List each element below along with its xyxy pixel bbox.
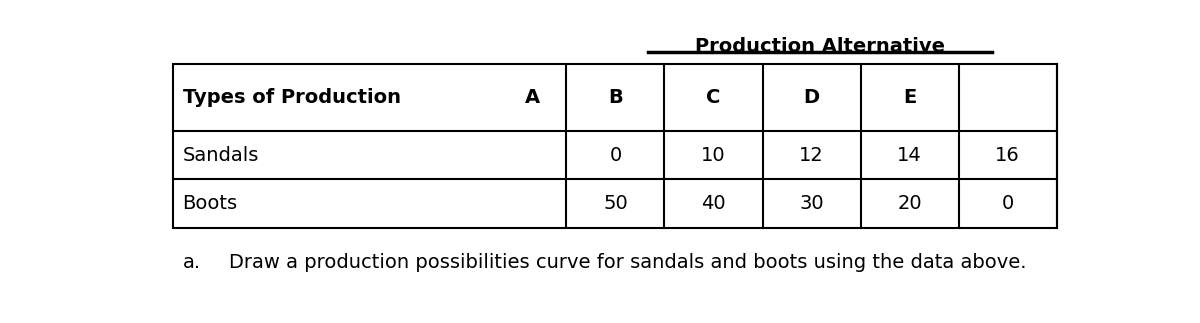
Text: 0: 0 (610, 146, 622, 164)
Text: B: B (608, 88, 623, 107)
Text: C: C (707, 88, 721, 107)
Text: Boots: Boots (182, 194, 238, 213)
Text: 40: 40 (701, 194, 726, 213)
Text: Sandals: Sandals (182, 146, 259, 164)
Text: 0: 0 (1002, 194, 1014, 213)
Text: 12: 12 (799, 146, 824, 164)
Text: D: D (804, 88, 820, 107)
Text: A: A (524, 88, 540, 107)
Text: 20: 20 (898, 194, 922, 213)
Text: Types of Production: Types of Production (182, 88, 401, 107)
Text: 10: 10 (701, 146, 726, 164)
Text: Draw a production possibilities curve for sandals and boots using the data above: Draw a production possibilities curve fo… (229, 253, 1026, 272)
Text: 14: 14 (898, 146, 922, 164)
Text: a.: a. (182, 253, 200, 272)
Text: 50: 50 (604, 194, 628, 213)
Text: Production Alternative: Production Alternative (695, 37, 944, 56)
Text: E: E (904, 88, 917, 107)
Bar (173, 64, 1057, 228)
Text: 16: 16 (995, 146, 1020, 164)
Text: 30: 30 (799, 194, 824, 213)
